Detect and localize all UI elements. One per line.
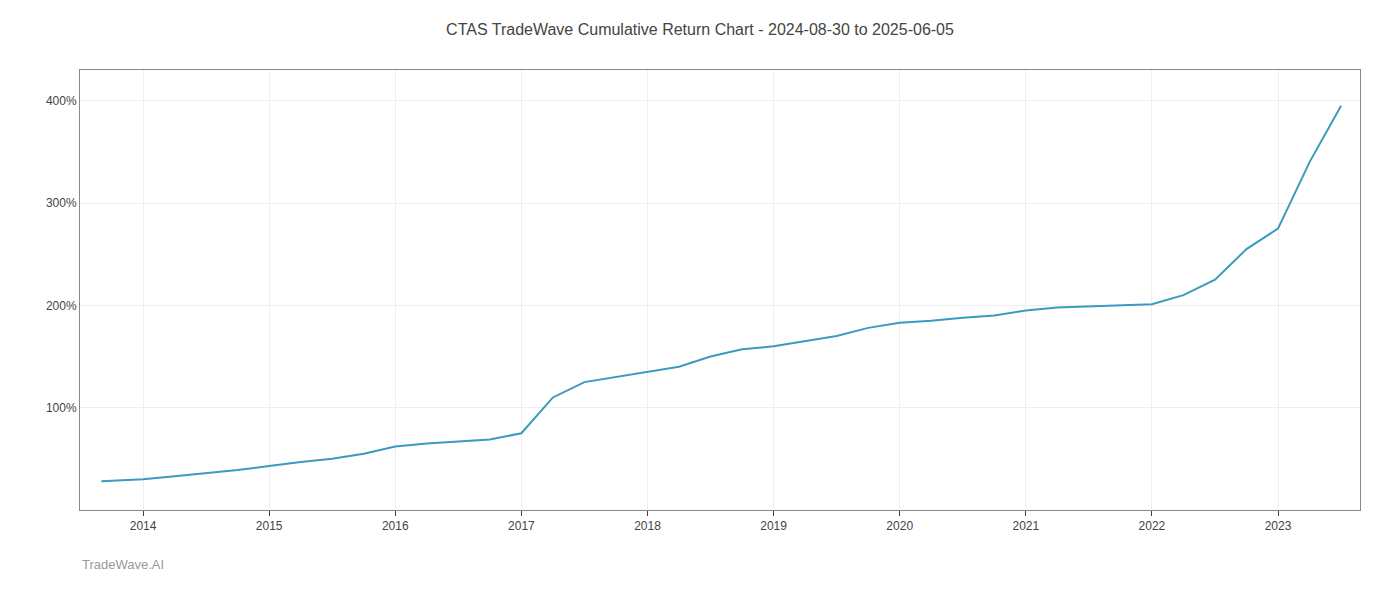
svg-text:2023: 2023 xyxy=(1265,519,1292,533)
svg-text:2016: 2016 xyxy=(382,519,409,533)
svg-text:2014: 2014 xyxy=(130,519,157,533)
svg-text:2022: 2022 xyxy=(1139,519,1166,533)
svg-text:2021: 2021 xyxy=(1012,519,1039,533)
svg-text:400%: 400% xyxy=(46,94,77,108)
svg-text:CTAS TradeWave Cumulative Retu: CTAS TradeWave Cumulative Return Chart -… xyxy=(446,21,954,38)
svg-text:2015: 2015 xyxy=(256,519,283,533)
svg-text:2018: 2018 xyxy=(634,519,661,533)
svg-text:2020: 2020 xyxy=(886,519,913,533)
svg-text:100%: 100% xyxy=(46,401,77,415)
svg-text:200%: 200% xyxy=(46,299,77,313)
svg-text:2019: 2019 xyxy=(760,519,787,533)
svg-text:TradeWave.AI: TradeWave.AI xyxy=(82,557,164,572)
svg-text:2017: 2017 xyxy=(508,519,535,533)
svg-text:300%: 300% xyxy=(46,196,77,210)
